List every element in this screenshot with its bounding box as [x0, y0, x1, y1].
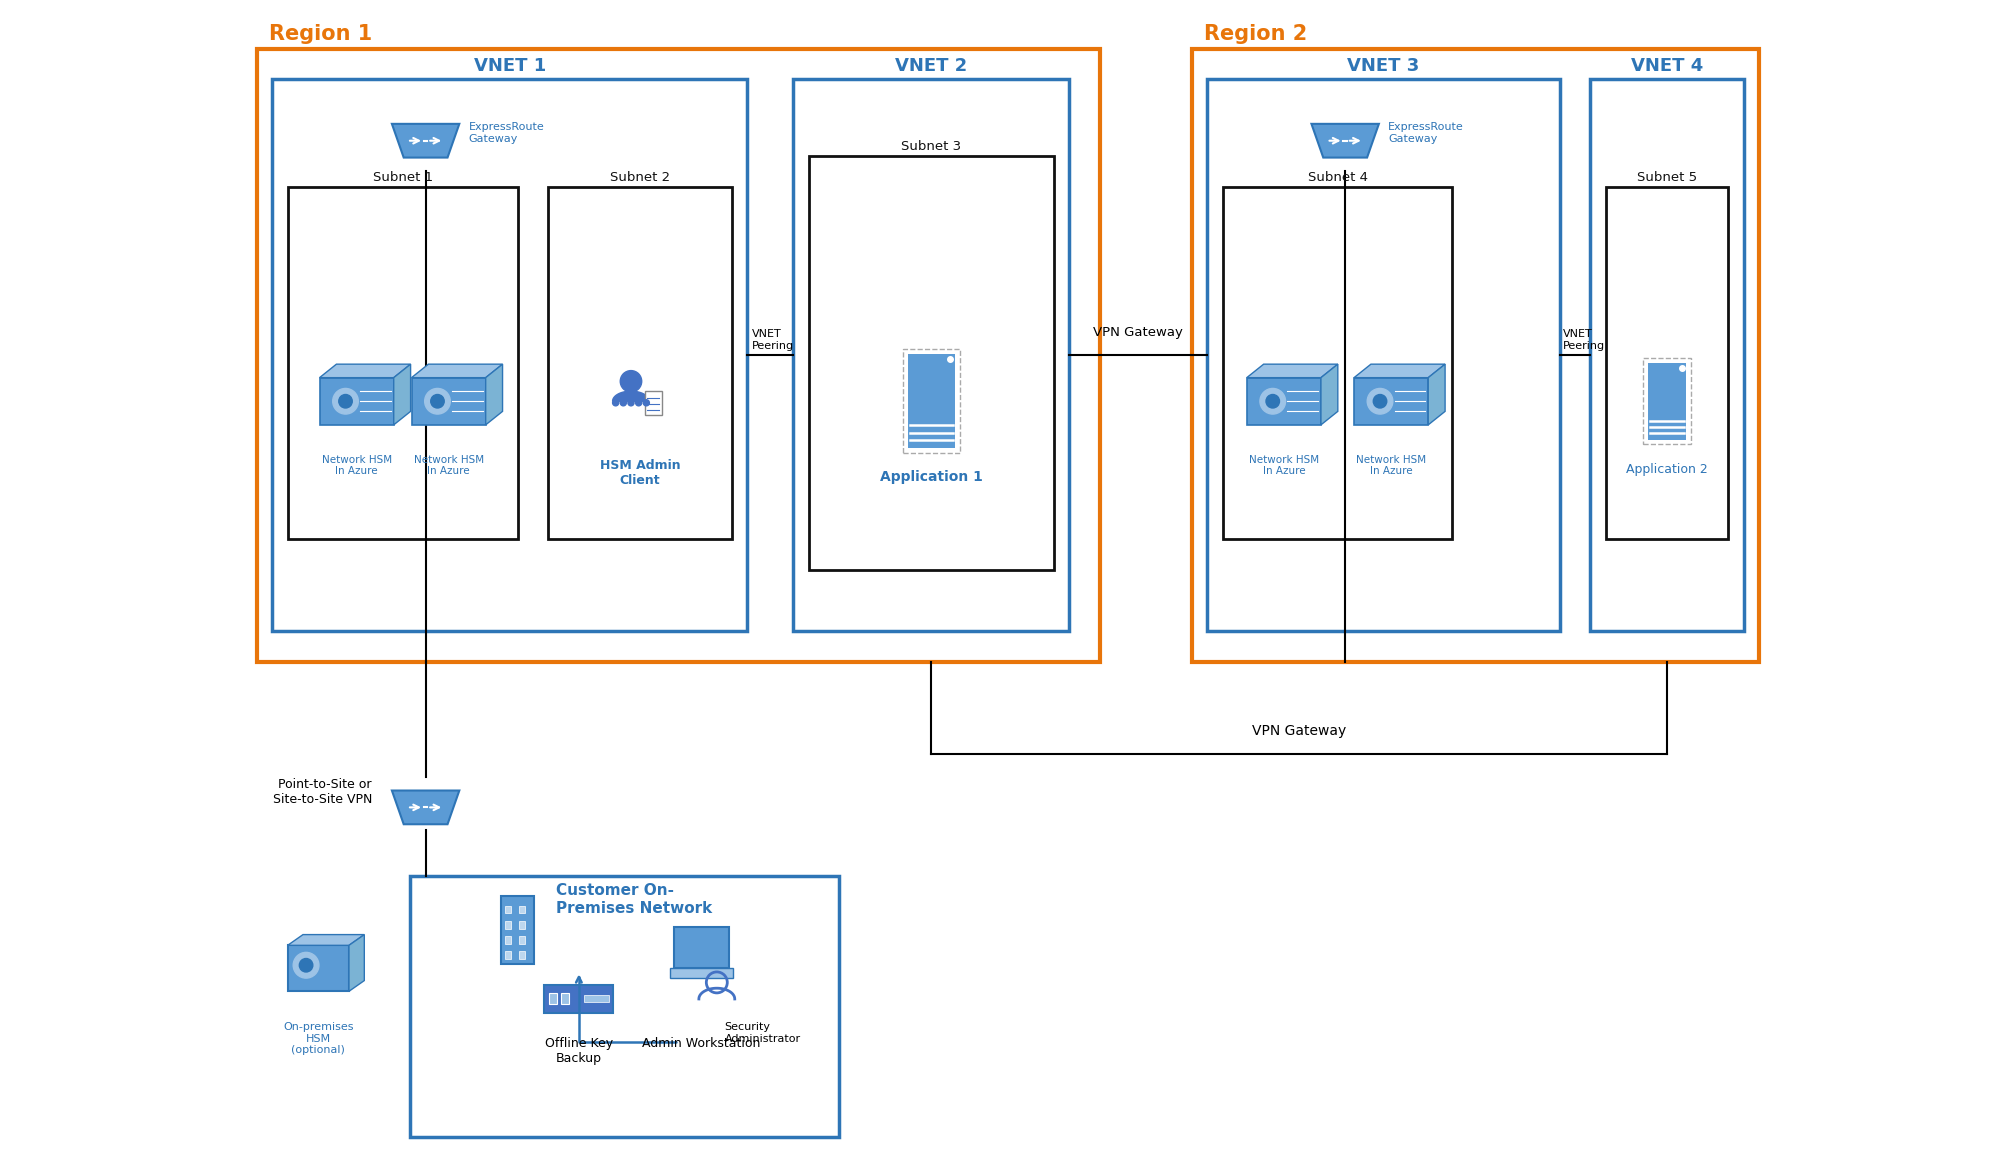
- Bar: [506, 936, 512, 944]
- Bar: [585, 996, 609, 1003]
- Bar: [544, 985, 613, 1013]
- Text: Offline Key
Backup: Offline Key Backup: [544, 1037, 613, 1065]
- Text: Network HSM
In Azure: Network HSM In Azure: [1357, 455, 1425, 477]
- Text: Region 1: Region 1: [270, 24, 373, 44]
- Bar: [1591, 80, 1744, 631]
- Bar: [1222, 187, 1452, 539]
- Text: Application 1: Application 1: [879, 470, 984, 484]
- Text: ExpressRoute
Gateway: ExpressRoute Gateway: [468, 122, 544, 144]
- Polygon shape: [391, 124, 460, 157]
- Text: Subnet 2: Subnet 2: [611, 171, 669, 184]
- Text: Subnet 1: Subnet 1: [373, 171, 433, 184]
- Bar: [506, 906, 512, 914]
- Bar: [518, 936, 524, 944]
- Text: Network HSM
In Azure: Network HSM In Azure: [1248, 455, 1318, 477]
- FancyBboxPatch shape: [1246, 378, 1320, 425]
- Polygon shape: [1355, 364, 1445, 378]
- Text: Point-to-Site or
Site-to-Site VPN: Point-to-Site or Site-to-Site VPN: [272, 778, 373, 806]
- Circle shape: [339, 395, 353, 408]
- Bar: [506, 952, 512, 959]
- Circle shape: [1373, 395, 1387, 408]
- Text: Security
Administrator: Security Administrator: [724, 1022, 800, 1044]
- Bar: [411, 877, 839, 1137]
- Text: Admin Workstation: Admin Workstation: [643, 1037, 760, 1050]
- Polygon shape: [613, 392, 649, 401]
- Bar: [669, 968, 734, 978]
- Text: Application 2: Application 2: [1627, 462, 1708, 476]
- Bar: [907, 355, 956, 448]
- Bar: [506, 921, 512, 929]
- Polygon shape: [411, 364, 502, 378]
- Bar: [794, 80, 1068, 631]
- Text: Network HSM
In Azure: Network HSM In Azure: [413, 455, 484, 477]
- Bar: [560, 993, 569, 1005]
- Text: ExpressRoute
Gateway: ExpressRoute Gateway: [1389, 122, 1464, 144]
- Bar: [502, 895, 534, 964]
- Text: Subnet 4: Subnet 4: [1308, 171, 1367, 184]
- Circle shape: [1367, 388, 1393, 413]
- Polygon shape: [321, 364, 411, 378]
- Text: VNET 4: VNET 4: [1631, 57, 1704, 75]
- Polygon shape: [349, 934, 365, 991]
- Circle shape: [613, 400, 619, 405]
- Text: VPN Gateway: VPN Gateway: [1093, 326, 1183, 338]
- Text: Network HSM
In Azure: Network HSM In Azure: [323, 455, 391, 477]
- Bar: [518, 906, 524, 914]
- Text: Region 2: Region 2: [1204, 24, 1308, 44]
- Text: VPN Gateway: VPN Gateway: [1252, 724, 1347, 738]
- Bar: [548, 993, 556, 1005]
- Bar: [1647, 363, 1685, 440]
- Polygon shape: [288, 934, 365, 945]
- Bar: [808, 156, 1054, 569]
- Text: VNET 1: VNET 1: [474, 57, 546, 75]
- Circle shape: [627, 400, 635, 405]
- Bar: [673, 927, 730, 968]
- Circle shape: [1260, 388, 1286, 413]
- FancyBboxPatch shape: [321, 378, 393, 425]
- FancyBboxPatch shape: [1355, 378, 1427, 425]
- Text: VNET 2: VNET 2: [895, 57, 968, 75]
- Bar: [1191, 49, 1760, 662]
- Circle shape: [621, 400, 627, 405]
- Polygon shape: [1427, 364, 1445, 425]
- Bar: [518, 952, 524, 959]
- Circle shape: [1266, 395, 1280, 408]
- Polygon shape: [1312, 124, 1379, 157]
- Polygon shape: [486, 364, 502, 425]
- Polygon shape: [1320, 364, 1339, 425]
- Text: Subnet 3: Subnet 3: [901, 140, 962, 152]
- Bar: [288, 187, 518, 539]
- Text: Subnet 5: Subnet 5: [1637, 171, 1697, 184]
- Circle shape: [621, 371, 641, 392]
- Text: HSM Admin
Client: HSM Admin Client: [601, 460, 681, 487]
- Bar: [645, 390, 661, 415]
- Circle shape: [333, 388, 359, 413]
- Bar: [518, 921, 524, 929]
- Polygon shape: [1246, 364, 1339, 378]
- Circle shape: [425, 388, 450, 413]
- Bar: [903, 350, 960, 453]
- Bar: [548, 187, 732, 539]
- Text: On-premises
HSM
(optional): On-premises HSM (optional): [282, 1022, 353, 1056]
- Polygon shape: [393, 364, 411, 425]
- Circle shape: [431, 395, 444, 408]
- Circle shape: [643, 400, 649, 405]
- Bar: [1208, 80, 1560, 631]
- Bar: [1605, 187, 1728, 539]
- Circle shape: [298, 959, 312, 973]
- Bar: [1643, 358, 1691, 445]
- Circle shape: [635, 400, 641, 405]
- Polygon shape: [391, 790, 460, 825]
- FancyBboxPatch shape: [411, 378, 486, 425]
- Text: VNET 3: VNET 3: [1347, 57, 1419, 75]
- Text: Customer On-
Premises Network: Customer On- Premises Network: [556, 884, 712, 916]
- Circle shape: [292, 953, 319, 978]
- Text: VNET
Peering: VNET Peering: [752, 329, 794, 351]
- FancyBboxPatch shape: [288, 945, 349, 991]
- Text: VNET
Peering: VNET Peering: [1562, 329, 1605, 351]
- Bar: [272, 80, 748, 631]
- Bar: [256, 49, 1101, 662]
